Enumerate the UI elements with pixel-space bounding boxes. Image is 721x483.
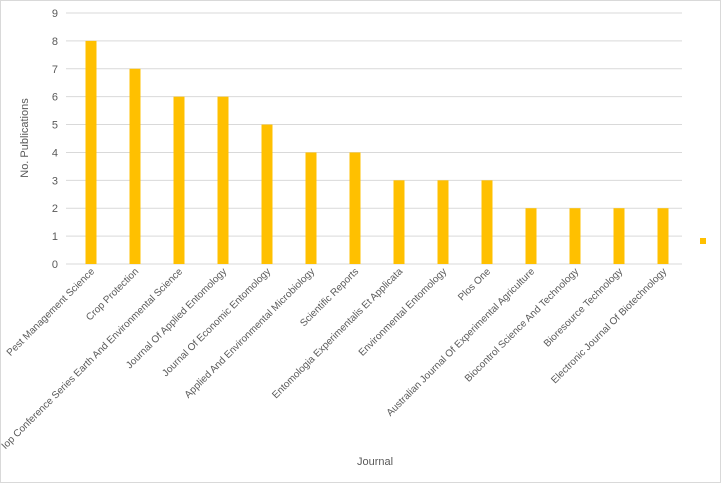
y-tick-label: 5 xyxy=(52,120,58,132)
y-tick-label: 8 xyxy=(52,36,58,48)
bar xyxy=(173,96,185,265)
y-tick-label: 4 xyxy=(52,147,58,159)
bar xyxy=(525,208,537,264)
legend-key xyxy=(700,238,706,244)
bar xyxy=(349,152,361,264)
y-tick-label: 1 xyxy=(52,231,58,243)
bar xyxy=(569,208,581,264)
x-tick-label: Environmental Entomology xyxy=(357,266,449,358)
x-tick-label: Pest Management Science xyxy=(5,266,98,359)
gridlines xyxy=(66,12,682,265)
bar xyxy=(129,68,141,265)
bar xyxy=(85,40,97,265)
x-axis-title: Journal xyxy=(357,456,393,468)
bar xyxy=(657,208,669,264)
bar xyxy=(393,180,405,264)
y-tick-label: 0 xyxy=(52,259,58,271)
y-tick-label: 9 xyxy=(52,8,58,20)
y-axis-ticks: 0 1 2 3 4 5 6 7 8 9 xyxy=(52,8,58,271)
x-tick-label: Bioresource Technology xyxy=(542,266,625,349)
x-tick-label: Iop Conference Series Earth And Environm… xyxy=(0,266,185,452)
bars xyxy=(85,40,669,265)
y-tick-label: 7 xyxy=(52,64,58,76)
bar xyxy=(217,96,229,265)
y-tick-label: 6 xyxy=(52,92,58,104)
y-tick-label: 3 xyxy=(52,175,58,187)
bar xyxy=(481,180,493,264)
bar xyxy=(305,152,317,264)
x-tick-label: Plos One xyxy=(456,266,493,303)
bar xyxy=(437,180,449,264)
y-tick-label: 2 xyxy=(52,203,58,215)
bar xyxy=(613,208,625,264)
y-axis-title: No. Publications xyxy=(19,98,31,178)
bar xyxy=(261,124,273,264)
x-tick-label: Australian Journal Of Experimental Agric… xyxy=(385,266,538,419)
